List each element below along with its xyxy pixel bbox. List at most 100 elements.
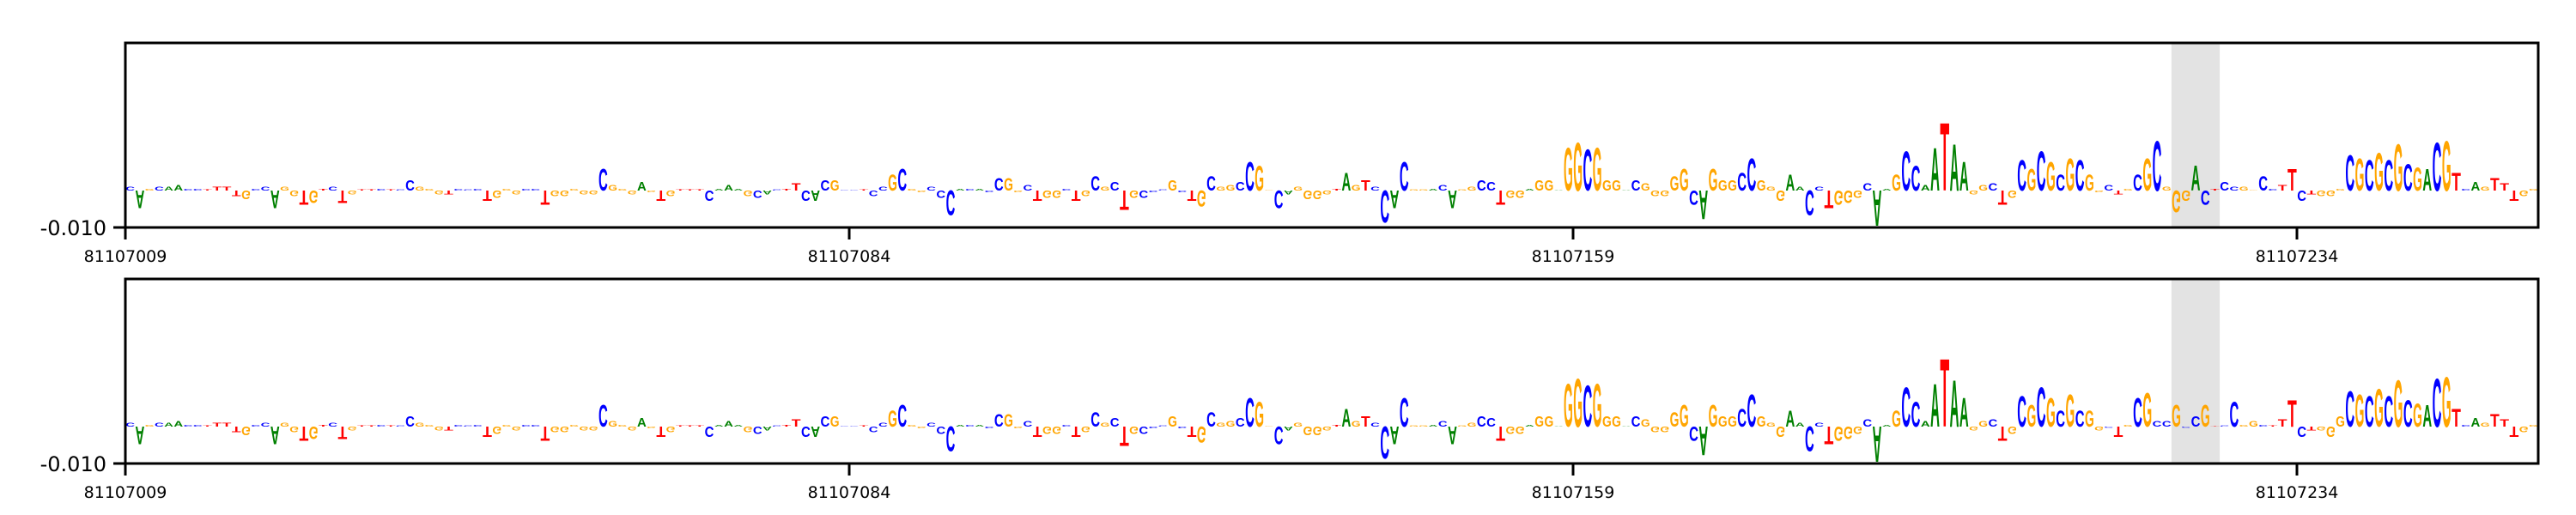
- logo-letter-C: C: [1274, 421, 1284, 449]
- logo-letter-G: G: [908, 188, 917, 191]
- logo-letter-C: C: [1245, 155, 1255, 200]
- logo-letter-C: C: [1206, 172, 1216, 195]
- logo-letter-C: C: [849, 190, 860, 191]
- logo-letter-C: C: [2162, 421, 2172, 429]
- logo-letter-C: C: [2258, 424, 2268, 427]
- logo-letter-G: G: [2529, 424, 2538, 427]
- logo-letter-G: G: [917, 190, 927, 192]
- logo-letter-C: C: [1689, 186, 1698, 209]
- logo-letter-C: C: [994, 410, 1004, 431]
- logo-letter-C: C: [2297, 422, 2306, 439]
- logo-letter-G: G: [1265, 190, 1274, 191]
- logo-letter-G: G: [1081, 424, 1091, 433]
- logo-letter-C: C: [1862, 419, 1872, 430]
- logo-letter-G: G: [608, 185, 617, 193]
- logo-letter-C: C: [2017, 387, 2026, 436]
- logo-letter-C: C: [453, 188, 463, 191]
- logo-letter-G: G: [1650, 424, 1660, 433]
- logo-letter-C: C: [473, 424, 483, 427]
- logo-letter-T: T: [386, 189, 396, 191]
- logo-letter-T: T: [792, 183, 801, 194]
- logo-letter-G: G: [2123, 424, 2133, 427]
- logo-letter-G: G: [348, 426, 357, 432]
- logo-letter-T: T: [782, 188, 792, 191]
- logo-letter-G: G: [1293, 422, 1303, 428]
- logo-letter-G: G: [502, 424, 512, 427]
- logo-letter-A: A: [1786, 170, 1795, 196]
- logo-letter-G: G: [2481, 422, 2490, 428]
- logo-letter-T: T: [656, 186, 665, 203]
- logo-letter-G: G: [1670, 172, 1680, 195]
- logo-letter-C: C: [869, 188, 878, 197]
- logo-letter-C: C: [2365, 151, 2374, 200]
- logo-letter-G: G: [241, 188, 251, 203]
- logo-letter-A: A: [637, 415, 647, 429]
- logo-letter-C: C: [2104, 427, 2114, 428]
- logo-letter-G: G: [1052, 424, 1061, 435]
- logo-letter-C: C: [1737, 167, 1747, 196]
- logo-letter-C: C: [521, 188, 531, 191]
- logo-letter-A: A: [975, 188, 984, 191]
- logo-letter-G: G: [2413, 161, 2422, 199]
- logo-letter-T: T: [2210, 188, 2220, 191]
- logo-letter-C: C: [2365, 387, 2374, 436]
- logo-letter-G: G: [1892, 170, 1901, 196]
- logo-letter-C: C: [1274, 185, 1284, 213]
- logo-letter-C: C: [464, 425, 474, 427]
- logo-letter-G: G: [1564, 372, 1573, 440]
- logo-letter-G: G: [1892, 406, 1901, 432]
- logo-letter-C: C: [878, 186, 889, 192]
- logo-letter-C: C: [1091, 172, 1100, 195]
- logo-letter-G: G: [309, 422, 319, 443]
- logo-letter-C: C: [1139, 188, 1148, 199]
- logo-letter-G: G: [1516, 424, 1525, 435]
- logo-letter-G: G: [2519, 424, 2529, 433]
- logo-letter-T: T: [222, 186, 233, 192]
- logo-letter-C: C: [2104, 185, 2113, 193]
- logo-letter-T: T: [483, 422, 492, 439]
- logo-letter-G: G: [2394, 130, 2403, 205]
- logo-letter-C: C: [1477, 178, 1486, 194]
- logo-letter-C: C: [1245, 391, 1255, 436]
- logo-letter-C: C: [801, 186, 811, 203]
- logo-letter-C: C: [2403, 392, 2413, 434]
- logo-letter-G: G: [1322, 190, 1332, 196]
- logo-letter-C: C: [2384, 151, 2393, 200]
- logo-letter-C: C: [1814, 422, 1825, 428]
- logo-letter-G: G: [2201, 399, 2210, 434]
- logo-letter-A: A: [135, 421, 144, 449]
- logo-letter-G: G: [1516, 188, 1525, 199]
- logo-letter-A: A: [811, 186, 820, 203]
- logo-letter-A: A: [1959, 155, 1969, 200]
- logo-letter-C: C: [193, 188, 203, 191]
- logo-letter-C: C: [1149, 190, 1158, 192]
- logo-letter-C: C: [1747, 386, 1757, 438]
- logo-letter-C: C: [2403, 156, 2413, 198]
- logo-letter-G: G: [2046, 391, 2056, 436]
- logo-letter-A: A: [2471, 179, 2481, 193]
- logo-letter-G: G: [666, 188, 676, 197]
- logo-letter-A: A: [1448, 185, 1457, 213]
- logo-letter-A: A: [2422, 163, 2432, 198]
- logo-letter-T: T: [676, 425, 685, 427]
- logo-letter-G: G: [1834, 186, 1844, 209]
- logo-letter-A: A: [762, 190, 773, 196]
- logo-letter-G: G: [1573, 130, 1583, 207]
- logo-letter-A: A: [1284, 190, 1294, 196]
- logo-letter-T: T: [1496, 422, 1505, 445]
- logo-letter-G: G: [628, 426, 637, 432]
- logo-letter-T: T: [386, 425, 396, 427]
- logo-letter-C: C: [2433, 366, 2442, 443]
- logo-letter-C: C: [2056, 406, 2065, 432]
- logo-letter-C: C: [2181, 427, 2191, 428]
- logo-letter-G: G: [512, 190, 521, 196]
- logo-letter-G: G: [1303, 424, 1313, 439]
- logo-letter-A: A: [1341, 167, 1351, 196]
- logo-letter-G: G: [1506, 188, 1516, 199]
- logo-letter-G: G: [569, 424, 579, 427]
- logo-letter-C: C: [1747, 150, 1757, 202]
- logo-letter-T: T: [444, 190, 454, 196]
- logo-letter-T: T: [1188, 422, 1197, 439]
- logo-letter-A: A: [164, 186, 174, 192]
- logo-letter-G: G: [580, 190, 589, 196]
